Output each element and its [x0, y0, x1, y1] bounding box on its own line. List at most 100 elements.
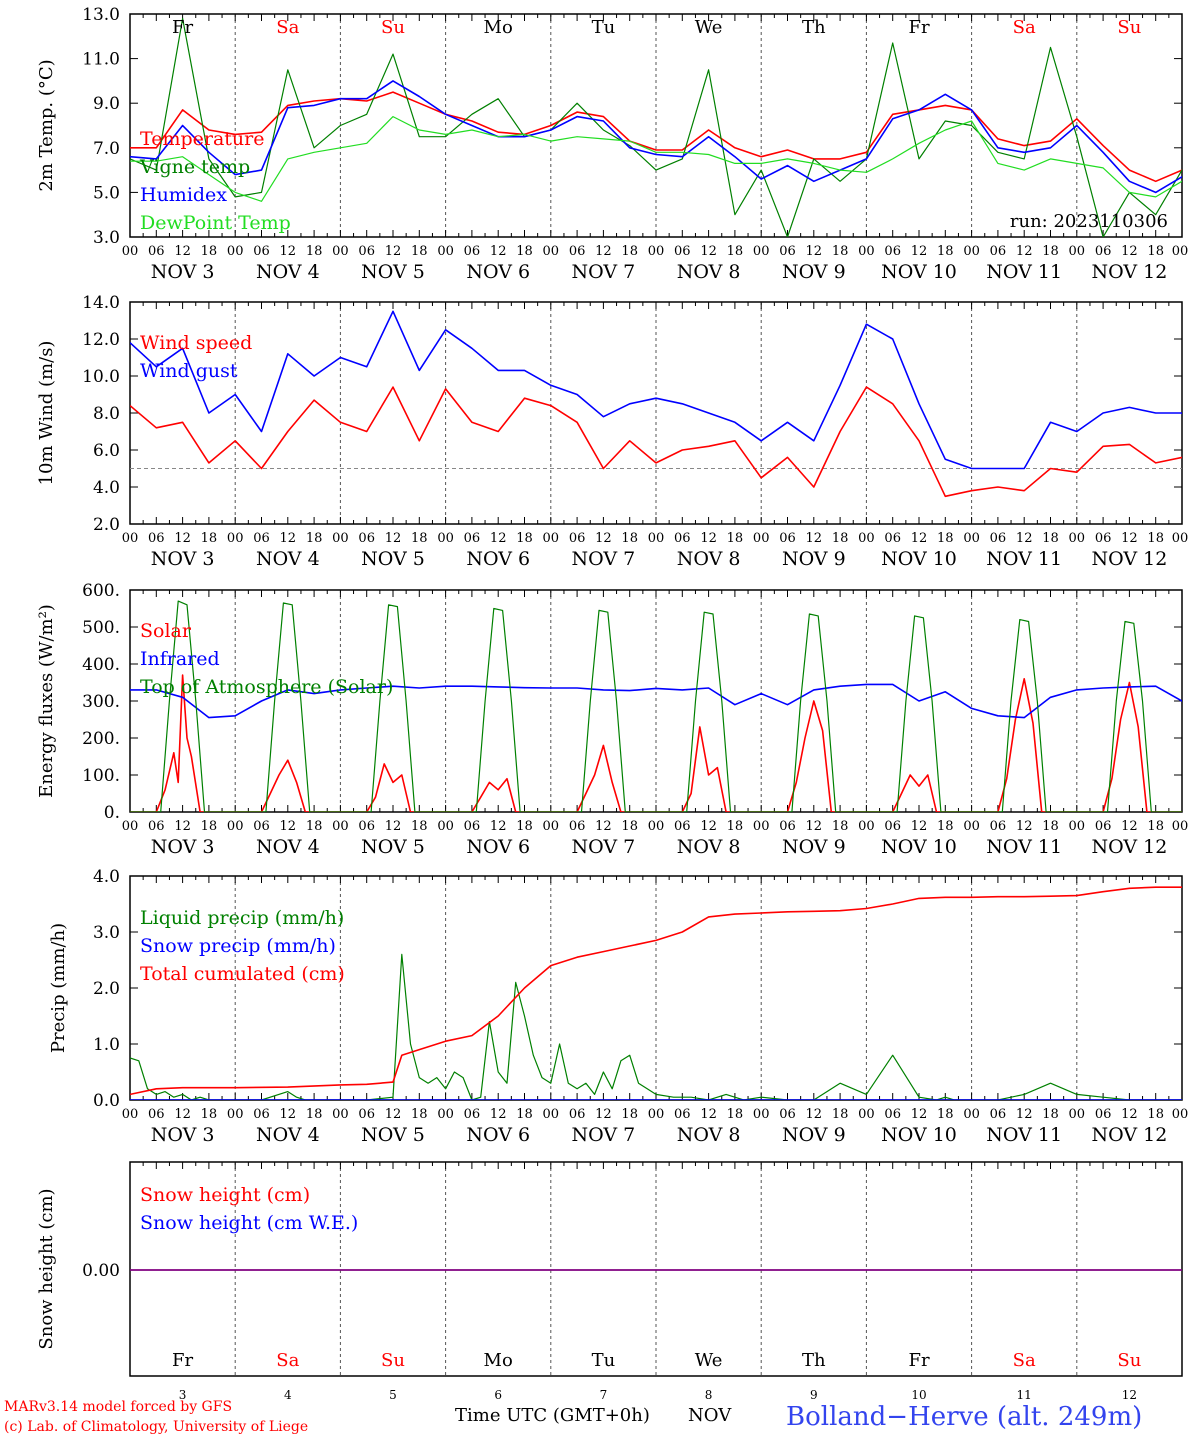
- temp-frame: [129, 13, 1183, 238]
- temp-y-tick-label: 11.0: [82, 50, 120, 70]
- temp-hour-label: 06: [358, 244, 375, 259]
- time-axis-label: Time UTC (GMT+0h): [455, 1405, 650, 1426]
- temp-hour-label: 06: [674, 244, 691, 259]
- energy-hour-label: 06: [253, 819, 270, 834]
- wind-hour-label: 00: [543, 531, 560, 546]
- day-name: Su: [1117, 17, 1141, 38]
- energy-hour-label: 12: [385, 819, 402, 834]
- wind-date-label: NOV 8: [677, 548, 741, 570]
- energy-hour-label: 12: [595, 819, 612, 834]
- station-name: Bolland−Herve (alt. 249m): [786, 1402, 1143, 1432]
- energy-y-tick-label: 100.: [82, 766, 120, 786]
- temp-legend-0: Temperature: [140, 128, 264, 150]
- energy-hour-label: 18: [621, 819, 638, 834]
- wind-hour-label: 00: [1172, 531, 1189, 546]
- energy-date-label: NOV 7: [572, 836, 636, 858]
- temp-hour-label: 18: [516, 244, 533, 259]
- energy-hour-label: 18: [1147, 819, 1164, 834]
- precip-hour-label: 18: [727, 1107, 744, 1122]
- energy-hour-label: 06: [884, 819, 901, 834]
- temp-hour-label: 00: [753, 244, 770, 259]
- precip-hour-label: 12: [595, 1107, 612, 1122]
- temp-date-label: NOV 6: [466, 261, 530, 283]
- temp-hour-label: 12: [174, 244, 191, 259]
- energy-legend-0: Solar: [140, 620, 192, 642]
- wind-y-tick-label: 14.0: [82, 293, 120, 313]
- energy-hour-label: 06: [148, 819, 165, 834]
- wind-date-label: NOV 4: [256, 548, 320, 570]
- energy-y-tick-label: 0.: [104, 803, 120, 823]
- energy-hour-label: 12: [490, 819, 507, 834]
- wind-hour-label: 18: [411, 531, 428, 546]
- temp-hour-label: 00: [858, 244, 875, 259]
- precip-hour-label: 18: [621, 1107, 638, 1122]
- wind-series-wind-speed: [130, 386, 1182, 498]
- energy-hour-label: 12: [1121, 819, 1138, 834]
- energy-y-tick-label: 400.: [82, 655, 120, 675]
- precip-date-label: NOV 8: [677, 1124, 741, 1146]
- wind-date-label: NOV 5: [361, 548, 425, 570]
- precip-y-tick-label: 1.0: [93, 1035, 120, 1055]
- energy-date-label: NOV 12: [1091, 836, 1167, 858]
- wind-hour-label: 12: [490, 531, 507, 546]
- temp-hour-label: 12: [1121, 244, 1138, 259]
- precip-hour-label: 00: [753, 1107, 770, 1122]
- precip-legend-2: Total cumulated (cm): [140, 963, 345, 985]
- wind-date-label: NOV 12: [1091, 548, 1167, 570]
- wind-y-axis-label: 10m Wind (m/s): [36, 341, 57, 486]
- precip-hour-label: 12: [1016, 1107, 1033, 1122]
- wind-hour-label: 06: [990, 531, 1007, 546]
- precip-date-label: NOV 12: [1091, 1124, 1167, 1146]
- wind-hour-label: 00: [437, 531, 454, 546]
- precip-hour-label: 18: [937, 1107, 954, 1122]
- day-name: Fr: [172, 17, 193, 38]
- snow-day-name: Mo: [484, 1350, 513, 1371]
- wind-hour-label: 18: [516, 531, 533, 546]
- temp-series-vigne-temp: [130, 17, 1182, 237]
- temp-date-label: NOV 11: [986, 261, 1062, 283]
- precip-date-label: NOV 6: [466, 1124, 530, 1146]
- snow-day-number: 7: [600, 1388, 608, 1402]
- precip-hour-label: 18: [832, 1107, 849, 1122]
- snow-y-tick-label: 0.00: [82, 1261, 120, 1281]
- temp-y-tick-label: 5.0: [93, 183, 120, 203]
- precip-hour-label: 06: [674, 1107, 691, 1122]
- wind-hour-label: 00: [963, 531, 980, 546]
- temp-y-tick-label: 7.0: [93, 139, 120, 159]
- temp-legend-3: DewPoint Temp: [140, 212, 291, 234]
- temp-hour-label: 06: [884, 244, 901, 259]
- wind-hour-label: 06: [253, 531, 270, 546]
- wind-y-tick-label: 12.0: [82, 330, 120, 350]
- temp-date-label: NOV 9: [782, 261, 846, 283]
- snow-day-name: Su: [1117, 1350, 1141, 1371]
- precip-hour-label: 06: [253, 1107, 270, 1122]
- wind-y-tick-label: 8.0: [93, 404, 120, 424]
- temp-series-temperature: [130, 91, 1182, 183]
- wind-y-tick-label: 4.0: [93, 478, 120, 498]
- precip-y-tick-label: 0.0: [93, 1091, 120, 1111]
- wind-hour-label: 18: [727, 531, 744, 546]
- snow-legend-0: Snow height (cm): [140, 1184, 310, 1206]
- temp-y-tick-label: 9.0: [93, 94, 120, 114]
- wind-date-label: NOV 11: [986, 548, 1062, 570]
- energy-hour-label: 00: [963, 819, 980, 834]
- precip-hour-label: 12: [1121, 1107, 1138, 1122]
- temp-hour-label: 12: [806, 244, 823, 259]
- precip-hour-label: 18: [411, 1107, 428, 1122]
- temp-hour-label: 18: [306, 244, 323, 259]
- energy-hour-label: 06: [358, 819, 375, 834]
- temp-date-label: NOV 8: [677, 261, 741, 283]
- temp-series-humidex: [130, 80, 1182, 194]
- precip-hour-label: 00: [1172, 1107, 1189, 1122]
- snow-panel: 0.00 Snow height (cm) Snow height (cm) Snow…: [36, 1161, 1183, 1402]
- wind-panel: 2.0 4.0 6.0 8.0 10.0 12.0 14.0 10m Wind (m/s) Wi…: [36, 293, 1189, 570]
- day-name: Su: [381, 17, 405, 38]
- energy-hour-label: 12: [806, 819, 823, 834]
- energy-hour-label: 00: [753, 819, 770, 834]
- snow-day-number: 3: [179, 1388, 187, 1402]
- energy-hour-label: 18: [516, 819, 533, 834]
- temp-date-label: NOV 4: [256, 261, 320, 283]
- snow-day-number: 5: [389, 1388, 397, 1402]
- temp-legend-2: Humidex: [140, 184, 227, 206]
- energy-panel: 0. 100. 200. 300. 400. 500. 600. Energy fluxes …: [36, 581, 1188, 858]
